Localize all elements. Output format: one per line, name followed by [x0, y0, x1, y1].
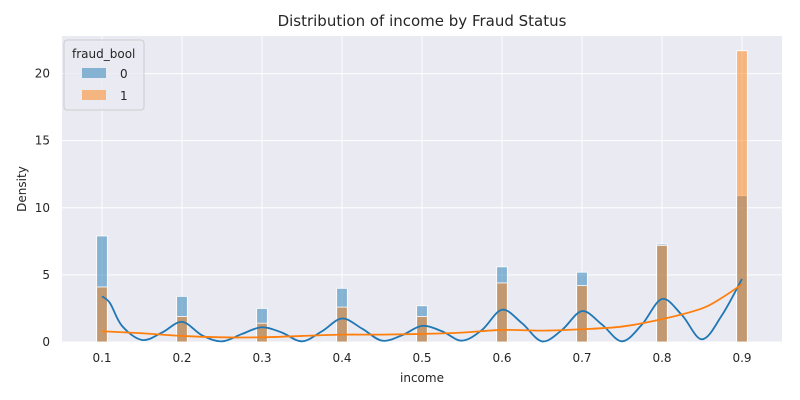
x-tick-label: 0.9	[732, 351, 751, 365]
y-axis-ticks: 0 5 10 15 20	[35, 67, 50, 349]
x-tick-label: 0.2	[172, 351, 191, 365]
legend-swatch-1	[82, 90, 106, 100]
legend-swatch-0	[82, 68, 106, 78]
bar-series-1-0	[96, 286, 108, 343]
bar-series-1-1	[176, 316, 188, 343]
x-tick-label: 0.6	[492, 351, 511, 365]
kde-line-series-0	[101, 278, 743, 343]
bar-series-1-4	[416, 316, 428, 343]
y-axis-label: Density	[15, 166, 29, 212]
x-tick-label: 0.4	[332, 351, 351, 365]
x-tick-label: 0.3	[252, 351, 271, 365]
bar-series-1-7	[656, 244, 668, 343]
x-tick-label: 0.5	[412, 351, 431, 365]
chart-title: Distribution of income by Fraud Status	[278, 12, 567, 30]
legend-title: fraud_bool	[72, 47, 135, 61]
y-tick-label: 20	[35, 67, 50, 81]
bar-series-1-2	[256, 322, 268, 343]
y-tick-label: 10	[35, 201, 50, 215]
kde-lines	[101, 278, 743, 343]
x-axis-label: income	[400, 371, 444, 385]
y-tick-label: 5	[42, 268, 50, 282]
bar-series-1-3	[336, 306, 348, 343]
x-tick-label: 0.1	[92, 351, 111, 365]
x-tick-label: 0.8	[652, 351, 671, 365]
bars	[96, 50, 748, 343]
legend-label-0: 0	[120, 67, 128, 81]
kde-line-series-1	[101, 283, 743, 339]
y-tick-label: 0	[42, 335, 50, 349]
legend-label-1: 1	[120, 89, 128, 103]
legend: fraud_bool 0 1	[63, 39, 145, 111]
bar-series-1-8	[736, 50, 748, 343]
x-tick-label: 0.7	[572, 351, 591, 365]
x-axis-ticks: 0.1 0.2 0.3 0.4 0.5 0.6 0.7 0.8 0.9	[92, 351, 751, 365]
y-tick-label: 15	[35, 134, 50, 148]
